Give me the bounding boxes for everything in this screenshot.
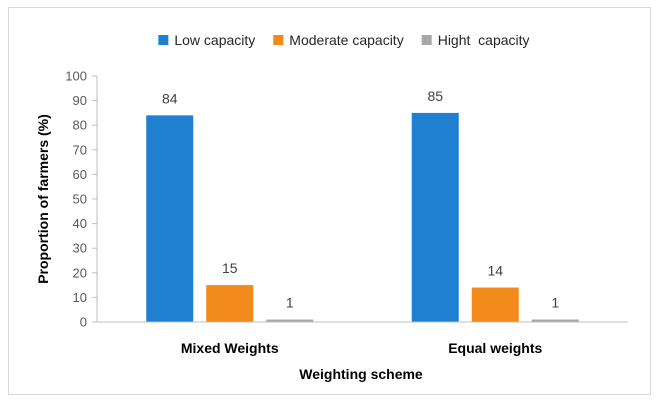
data-label: 85 <box>427 88 443 104</box>
data-label: 1 <box>286 295 294 311</box>
legend-item: Moderate capacity <box>273 32 404 48</box>
bar-low-capacity <box>146 115 194 322</box>
legend-label: Low capacity <box>174 32 255 48</box>
data-label: 15 <box>222 260 238 276</box>
data-label: 84 <box>162 90 178 106</box>
x-category-label: Mixed Weights <box>181 340 279 356</box>
chart-frame <box>8 7 651 395</box>
legend-item: Hight capacity <box>421 32 530 48</box>
y-axis-title: Proportion of farmers (%) <box>35 114 51 284</box>
bars: 84 15 1 85 14 1 <box>146 88 579 323</box>
y-tick-label: 50 <box>73 192 87 207</box>
bar-low-capacity <box>411 112 459 323</box>
legend: Low capacity Moderate capacity Hight capac… <box>158 32 530 48</box>
bar-moderate-capacity <box>471 287 519 322</box>
y-tick-label: 100 <box>65 69 87 84</box>
y-tick-label: 80 <box>73 118 87 133</box>
y-tick-label: 90 <box>73 93 87 108</box>
legend-label: Moderate capacity <box>289 32 403 48</box>
bar-hight-capacity <box>266 319 314 322</box>
x-category-label: Equal weights <box>448 340 542 356</box>
y-tick-label: 60 <box>73 167 87 182</box>
data-label: 1 <box>551 295 559 311</box>
legend-label: Hight capacity <box>438 32 530 48</box>
y-axis: 0 10 20 30 40 50 60 70 80 90 100 <box>65 69 98 330</box>
y-tick-label: 10 <box>73 290 87 305</box>
y-tick-label: 30 <box>73 241 87 256</box>
bar-hight-capacity <box>531 319 579 322</box>
y-tick-label: 0 <box>80 315 87 330</box>
x-axis: Mixed Weights Equal weights <box>97 321 628 356</box>
legend-item: Low capacity <box>158 32 255 48</box>
y-tick-label: 40 <box>73 216 87 231</box>
legend-swatch <box>421 35 432 45</box>
x-axis-title: Weighting scheme <box>299 366 423 382</box>
y-tick-label: 70 <box>73 142 87 157</box>
legend-swatch <box>158 35 169 45</box>
y-tick-label: 20 <box>73 265 87 280</box>
data-label: 14 <box>487 263 503 279</box>
bar-moderate-capacity <box>206 285 254 322</box>
legend-swatch <box>273 35 284 45</box>
